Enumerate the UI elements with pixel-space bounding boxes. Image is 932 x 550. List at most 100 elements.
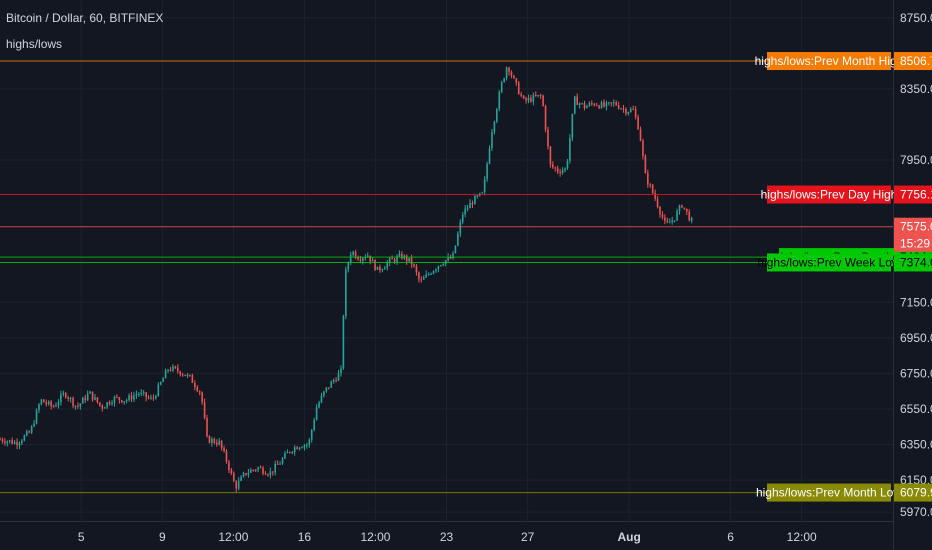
grid <box>0 0 893 521</box>
candle-body <box>28 431 31 433</box>
candle-body <box>198 391 201 393</box>
candle-body <box>422 277 425 280</box>
price-tick-label: 7150.0 <box>900 295 932 309</box>
candle-body <box>571 113 574 138</box>
candle-body <box>77 405 79 407</box>
level-price-label: 7756.1 <box>900 188 932 202</box>
price-tick-label: 6750.0 <box>900 366 932 380</box>
candle-body <box>228 461 230 470</box>
candle-body <box>264 473 267 475</box>
candle-body <box>379 266 381 271</box>
candle-body <box>437 266 440 270</box>
candle-body <box>605 102 608 107</box>
candle-body <box>164 370 167 379</box>
last-price-label: 7575.0 <box>900 220 932 234</box>
candle-body <box>474 196 476 205</box>
level-price-box <box>894 185 932 204</box>
candle-body <box>111 402 113 405</box>
candle-body <box>303 445 306 448</box>
candle-body <box>4 441 6 444</box>
candle-body <box>688 211 691 221</box>
candle-body <box>313 420 315 430</box>
candle-body <box>196 387 199 392</box>
candle-body <box>483 179 486 193</box>
candle-body <box>0 439 1 441</box>
candle-body <box>591 103 593 105</box>
candle-body <box>327 387 330 389</box>
candle-body <box>74 405 77 407</box>
candle-body <box>140 392 143 394</box>
candle-body <box>656 198 659 208</box>
candle-body <box>566 160 569 169</box>
candle-body <box>345 269 347 316</box>
candle-body <box>608 102 610 104</box>
candle-body <box>145 392 147 398</box>
candle-body <box>430 273 432 275</box>
candle-body <box>447 256 449 261</box>
level-label-box <box>767 253 891 272</box>
candle-body <box>254 469 257 471</box>
time-tick-label: Aug <box>617 530 640 544</box>
candle-body <box>250 469 252 473</box>
candle-body <box>535 94 537 97</box>
candle-body <box>189 374 191 376</box>
candle-body <box>150 397 152 399</box>
candle-body <box>435 269 437 272</box>
candle-body <box>578 103 581 106</box>
candle-body <box>342 315 345 369</box>
candle-body <box>371 259 374 262</box>
candle-body <box>471 202 474 205</box>
candle-body <box>659 207 661 215</box>
candle-body <box>123 401 126 403</box>
candle-body <box>208 436 211 443</box>
candle-body <box>18 443 21 446</box>
candle-body <box>213 439 216 443</box>
candle-body <box>530 97 532 102</box>
candle-body <box>552 164 554 168</box>
candle-body <box>671 220 673 223</box>
candle-body <box>513 75 515 79</box>
candle-body <box>620 108 622 110</box>
candle-body <box>62 393 65 395</box>
candle-body <box>267 474 269 476</box>
candle-body <box>425 274 428 278</box>
candle-body <box>79 403 82 407</box>
candle-body <box>50 401 52 407</box>
price-tick-label: 6350.0 <box>900 438 932 452</box>
candle-body <box>155 396 157 399</box>
candle-body <box>576 96 579 106</box>
candle-body <box>298 447 301 450</box>
candle-body <box>138 393 140 395</box>
candle-body <box>374 259 376 270</box>
time-tick-label: 23 <box>440 530 454 544</box>
candle-body <box>549 146 552 165</box>
candle-body <box>664 217 666 221</box>
candle-body <box>257 467 259 470</box>
candle-body <box>8 440 11 442</box>
candle-body <box>276 463 279 465</box>
candle-body <box>13 441 16 444</box>
candle-body <box>179 371 182 375</box>
candle-body <box>678 205 681 212</box>
candle-body <box>539 95 542 97</box>
candle-body <box>84 397 87 401</box>
candle-body <box>194 382 196 388</box>
candle-body <box>220 440 223 449</box>
candle-body <box>683 207 686 209</box>
candle-body <box>393 259 396 262</box>
indicator-label[interactable]: highs/lows <box>6 37 63 51</box>
candle-body <box>369 255 371 262</box>
candle-body <box>381 269 384 271</box>
price-tick-label: 5970.0 <box>900 505 932 519</box>
level-label-text: highs/lows:Prev Week Low <box>757 255 901 269</box>
candle-body <box>237 480 240 489</box>
level-price-label: 7374.0 <box>900 255 932 269</box>
candle-body <box>508 67 510 72</box>
candle-body <box>644 155 647 174</box>
candle-body <box>554 167 557 169</box>
candle-body <box>25 431 28 436</box>
time-tick-label: 27 <box>521 530 535 544</box>
candle-body <box>103 407 106 409</box>
candle-body <box>262 467 264 474</box>
